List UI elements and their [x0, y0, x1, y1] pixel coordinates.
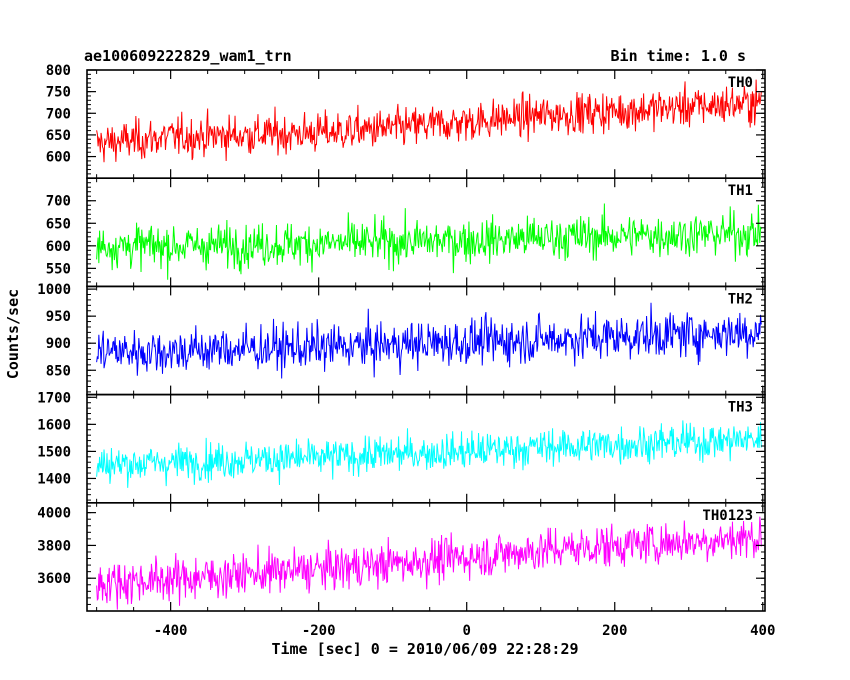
panel-th3: 1400 1500 1600 1700 TH3: [37, 390, 766, 504]
y-tick-label: 800: [46, 63, 71, 79]
y-tick-label: 4000: [37, 506, 71, 522]
y-tick-label: 650: [46, 216, 71, 232]
y-tick-label: 550: [46, 261, 71, 277]
y-tick-label: 1600: [37, 417, 71, 433]
y-tick-label: 1000: [37, 282, 71, 298]
panel-frame: [86, 393, 766, 504]
y-tick-label: 750: [46, 85, 71, 101]
y-tick-label: 600: [46, 239, 71, 255]
x-axis-title: Time [sec] 0 = 2010/06/09 22:28:29: [271, 640, 578, 658]
y-tick-label: 900: [46, 336, 71, 352]
panel-label: TH0123: [702, 508, 753, 524]
y-tick-label: 600: [46, 150, 71, 166]
y-tick-label: 850: [46, 363, 71, 379]
panel-th1: 550 600 650 700 TH1: [46, 177, 766, 288]
lightcurve-th1: [96, 203, 762, 280]
panel-label: TH0: [728, 75, 753, 91]
panel-th0: 600 650 700 750 800 TH0: [46, 63, 766, 179]
panel-th0123: 3600 3800 4000 TH0123: [37, 501, 766, 612]
panel-frame: [86, 501, 766, 612]
x-tick-label: -400: [154, 623, 188, 639]
lightcurve-th3: [96, 420, 762, 488]
panel-label: TH2: [728, 291, 753, 307]
y-tick-label: 700: [46, 106, 71, 122]
x-tick-label: -200: [302, 623, 336, 639]
x-tick-label: 0: [462, 623, 470, 639]
y-tick-label: 700: [46, 194, 71, 210]
x-tick-label: 400: [750, 623, 775, 639]
y-tick-label: 3600: [37, 571, 71, 587]
chart-title-left: ae100609222829_wam1_trn: [84, 47, 292, 65]
panel-frame: [86, 69, 766, 179]
lightcurve-th0: [96, 79, 762, 163]
x-tick-label: 200: [602, 623, 627, 639]
y-tick-label: 950: [46, 309, 71, 325]
x-axis: -400 -200 0 200 400: [154, 623, 776, 639]
lightcurve-th0123: [96, 516, 762, 610]
y-tick-label: 3800: [37, 538, 71, 554]
panel-th2: 850 900 950 1000 TH2: [37, 282, 766, 396]
panel-label: TH1: [728, 183, 753, 199]
bin-time-label: Bin time: 1.0 s: [611, 47, 746, 65]
y-tick-label: 1700: [37, 390, 71, 406]
y-tick-label: 650: [46, 128, 71, 144]
y-tick-label: 1500: [37, 444, 71, 460]
panels-group: 600 650 700 750 800 TH0 550 600 650 700 TH1 850 900 9…: [37, 63, 766, 612]
y-axis-title: Counts/sec: [4, 289, 22, 379]
panel-label: TH3: [728, 400, 753, 416]
y-tick-label: 1400: [37, 471, 71, 487]
lightcurve-th2: [96, 302, 762, 379]
